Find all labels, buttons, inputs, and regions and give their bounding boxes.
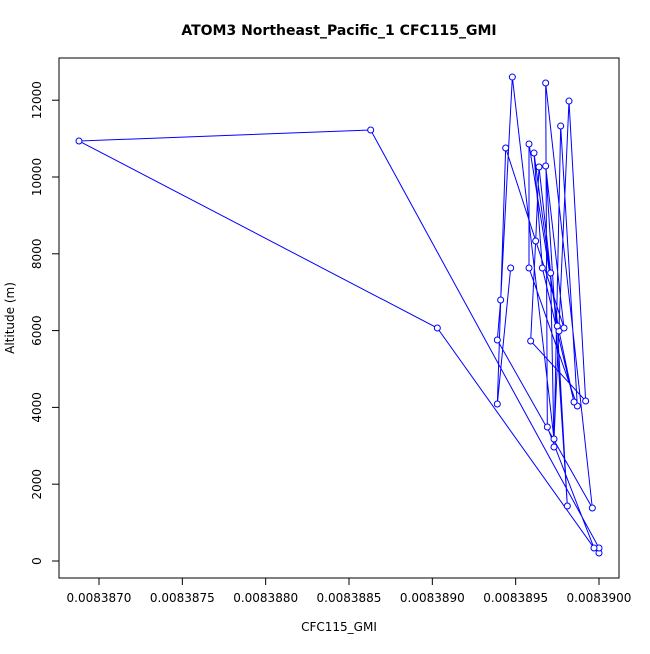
data-point	[543, 423, 551, 431]
data-point	[565, 97, 573, 105]
x-tick-label: 0.0083870	[67, 591, 132, 605]
y-tick-label: 4000	[30, 392, 44, 423]
data-point	[563, 502, 571, 510]
y-tick-label: 10000	[30, 158, 44, 196]
x-tick-label: 0.0083890	[400, 591, 465, 605]
data-point	[550, 443, 558, 451]
data-point	[433, 324, 441, 332]
y-axis-label: Altitude (m)	[3, 282, 17, 354]
y-tick-label: 2000	[30, 469, 44, 500]
data-point	[530, 149, 538, 157]
data-point	[75, 137, 83, 145]
data-point	[560, 324, 568, 332]
data-point	[532, 237, 540, 245]
x-tick-label: 0.0083880	[233, 591, 298, 605]
data-point	[507, 264, 515, 272]
data-point	[590, 544, 598, 552]
data-point	[497, 296, 505, 304]
data-point	[525, 264, 533, 272]
data-point	[502, 144, 510, 152]
x-tick-label: 0.0083885	[317, 591, 382, 605]
x-tick-label: 0.0083875	[150, 591, 215, 605]
data-line	[77, 76, 600, 554]
x-tick-label: 0.0083895	[483, 591, 548, 605]
data-point	[547, 269, 555, 277]
data-point	[570, 398, 578, 406]
plot-box	[58, 57, 620, 579]
x-tick-label: 0.0083900	[567, 591, 632, 605]
x-axis-label: CFC115_GMI	[301, 620, 377, 634]
data-point	[588, 504, 596, 512]
data-point	[582, 397, 590, 405]
chart-title: ATOM3 Northeast_Pacific_1 CFC115_GMI	[181, 23, 496, 39]
data-point	[367, 126, 375, 134]
data-point	[493, 336, 501, 344]
data-point	[525, 140, 533, 148]
data-point	[535, 163, 543, 171]
data-point	[542, 162, 550, 170]
data-point	[542, 79, 550, 87]
data-point	[538, 264, 546, 272]
data-point	[508, 73, 516, 81]
data-point	[493, 400, 501, 408]
data-point	[550, 435, 558, 443]
y-tick-label: 12000	[30, 81, 44, 119]
data-point	[553, 322, 561, 330]
y-tick-label: 0	[30, 557, 44, 565]
y-tick-label: 6000	[30, 315, 44, 346]
data-point	[527, 337, 535, 345]
y-tick-label: 8000	[30, 239, 44, 270]
data-point	[557, 122, 565, 130]
